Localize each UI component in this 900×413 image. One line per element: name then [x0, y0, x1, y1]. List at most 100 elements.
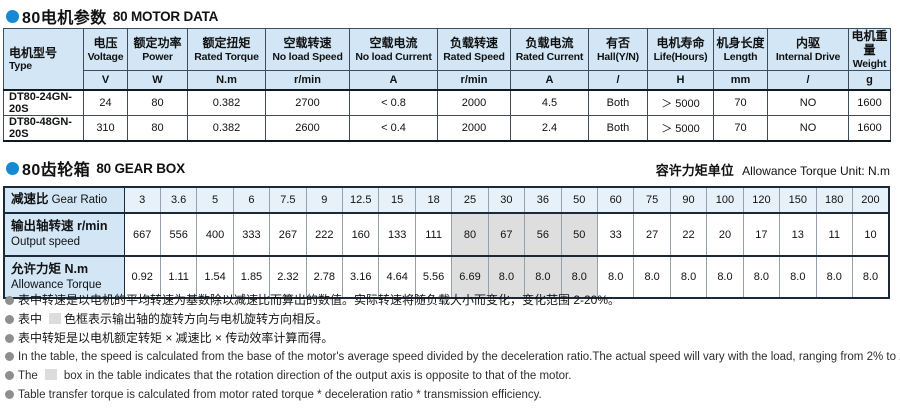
- label-zh: 允许力矩 N.m: [11, 261, 89, 276]
- torque-cell: 8.0: [779, 255, 817, 299]
- speed-cell: 11: [815, 212, 853, 257]
- gray-dot-icon: [5, 352, 14, 361]
- torque-cell: 8.0: [633, 255, 671, 299]
- ratio-cell: 3.6: [159, 186, 198, 214]
- col-zh: 负载转速: [449, 36, 498, 51]
- unit-cell: g: [848, 70, 891, 92]
- ratio-cell: 15: [378, 186, 416, 214]
- blue-dot-icon: [6, 9, 19, 23]
- footnote-text: 表中转矩是以电机额定转矩 × 减速比 × 传动效率计算而得。: [18, 331, 334, 345]
- torque-cell: 8.0: [669, 255, 708, 299]
- value-cell: 310: [83, 115, 128, 143]
- torque-cell: 2.32: [269, 255, 307, 299]
- ratio-cell: 60: [596, 186, 635, 214]
- col-en: Rated Speed: [443, 50, 505, 63]
- speed-cell: 133: [378, 212, 416, 257]
- unit-cell: r/min: [265, 70, 350, 92]
- speed-cell: 27: [633, 212, 671, 257]
- col-en: Length: [723, 50, 758, 63]
- col-en: Weight: [852, 57, 887, 70]
- col-en: Rated Torque: [194, 50, 259, 63]
- torque-cell-reverse-rotation: 8.0: [524, 255, 562, 299]
- gear-ratio-rowhead: 减速比 Gear Ratio: [3, 186, 125, 214]
- motor-col-header-noload-current: 空载电流 No load Current: [349, 27, 438, 72]
- value-cell: 80: [127, 115, 188, 143]
- unit-note-en: Allowance Torque Unit: N.m: [742, 164, 890, 178]
- torque-cell: 1.85: [232, 255, 271, 299]
- motor-col-header-rated-current: 负载电流 Rated Current: [510, 27, 589, 72]
- speed-cell: 111: [414, 212, 453, 257]
- unit-cell: r/min: [437, 70, 511, 92]
- gray-dot-icon: [5, 334, 14, 343]
- motor-title-en: 80 MOTOR DATA: [112, 8, 219, 24]
- col-zh: 额定功率: [133, 36, 182, 51]
- torque-cell: 8.0: [815, 255, 853, 299]
- footnote-text: In the table, the speed is calculated fr…: [18, 351, 900, 363]
- value-cell: NO: [767, 89, 849, 117]
- ratio-cell: 150: [779, 186, 817, 214]
- model-name: DT80-48GN-20S: [3, 115, 84, 143]
- col-zh: 电机重量: [851, 29, 888, 58]
- ratio-cell: 75: [633, 186, 671, 214]
- col-zh: 电机寿命: [656, 36, 705, 51]
- speed-cell: 20: [706, 212, 744, 257]
- col-en: Hall(Y/N): [597, 50, 639, 63]
- speed-cell: 17: [742, 212, 781, 257]
- footnote-graybox-zh: 表中 色框表示输出轴的旋转方向与电机旋转方向相反。: [5, 312, 328, 327]
- gear-ratio-row: 减速比 Gear Ratio 3 3.6 5 6 7.5 9 12.5 15 1…: [3, 186, 890, 214]
- gray-box-swatch-icon: [49, 313, 62, 324]
- footnote-text: 色框表示输出轴的旋转方向与电机旋转方向相反。: [64, 312, 329, 326]
- unit-cell: A: [349, 70, 438, 92]
- gray-dot-icon: [5, 371, 14, 380]
- label-en: Allowance Torque: [11, 278, 102, 291]
- value-cell: 1600: [848, 115, 891, 143]
- motor-col-header-internal-drive: 内驱 Internal Drive: [767, 27, 849, 72]
- motor-col-header-weight: 电机重量 Weight: [848, 27, 891, 72]
- label-zh: 减速比: [11, 192, 49, 207]
- col-zh: 额定扭矩: [202, 36, 251, 51]
- ratio-cell: 18: [414, 186, 453, 214]
- unit-cell: /: [588, 70, 648, 92]
- ratio-cell: 50: [560, 186, 598, 214]
- motor-col-header-rated-speed: 负载转速 Rated Speed: [437, 27, 511, 72]
- footnote-speed-zh: 表中转速是以电机的平均转速为基数除以减速比而算出的数值。实际转速将随负载大小而变…: [5, 293, 620, 308]
- blue-dot-icon: [6, 161, 19, 175]
- motor-data-table: 电机型号 Type 电压 Voltage 额定功率 Power 额定扭矩 Rated …: [3, 27, 891, 143]
- allowance-torque-row: 允许力矩 N.m Allowance Torque 0.92 1.11 1.54 …: [3, 255, 890, 299]
- col-en: Type: [9, 60, 32, 73]
- ratio-cell: 6: [232, 186, 271, 214]
- ratio-cell: 90: [669, 186, 708, 214]
- ratio-cell: 12.5: [342, 186, 380, 214]
- col-zh: 空载转速: [283, 36, 332, 51]
- label-en: Gear Ratio: [51, 194, 108, 207]
- value-cell: ＞ 5000: [647, 115, 714, 143]
- torque-cell: 8.0: [851, 255, 890, 299]
- col-en: Internal Drive: [775, 50, 841, 63]
- footnote-torque-zh: 表中转矩是以电机额定转矩 × 减速比 × 传动效率计算而得。: [5, 331, 333, 346]
- value-cell: 70: [713, 115, 768, 143]
- allowance-torque-unit-note: 容许力矩单位 Allowance Torque Unit: N.m: [656, 160, 890, 180]
- unit-cell: /: [767, 70, 849, 92]
- motor-title-zh: 80电机参数: [22, 10, 107, 27]
- speed-cell: 267: [269, 212, 307, 257]
- output-speed-row: 输出轴转速 r/min Output speed 667 556 400 333 …: [3, 212, 890, 257]
- value-cell: Both: [588, 89, 648, 117]
- speed-cell: 556: [159, 212, 198, 257]
- output-speed-rowhead: 输出轴转速 r/min Output speed: [3, 212, 125, 257]
- speed-cell: 222: [305, 212, 344, 257]
- value-cell: NO: [767, 115, 849, 143]
- speed-cell-reverse-rotation: 56: [524, 212, 562, 257]
- value-cell: 80: [127, 89, 188, 117]
- gray-dot-icon: [5, 315, 14, 324]
- motor-col-header-voltage: 电压 Voltage: [83, 27, 128, 72]
- motor-col-header-power: 额定功率 Power: [127, 27, 188, 72]
- ratio-cell: 25: [451, 186, 489, 214]
- col-en: Voltage: [87, 50, 124, 63]
- col-en: Life(Hours): [653, 50, 708, 63]
- speed-cell-reverse-rotation: 80: [451, 212, 489, 257]
- motor-header-row: 电机型号 Type 电压 Voltage 额定功率 Power 额定扭矩 Rated …: [3, 27, 891, 92]
- footnote-text: The: [18, 370, 38, 382]
- value-cell: 70: [713, 89, 768, 117]
- value-cell: 24: [83, 89, 128, 117]
- motor-col-header-hall: 有否 Hall(Y/N): [588, 27, 648, 72]
